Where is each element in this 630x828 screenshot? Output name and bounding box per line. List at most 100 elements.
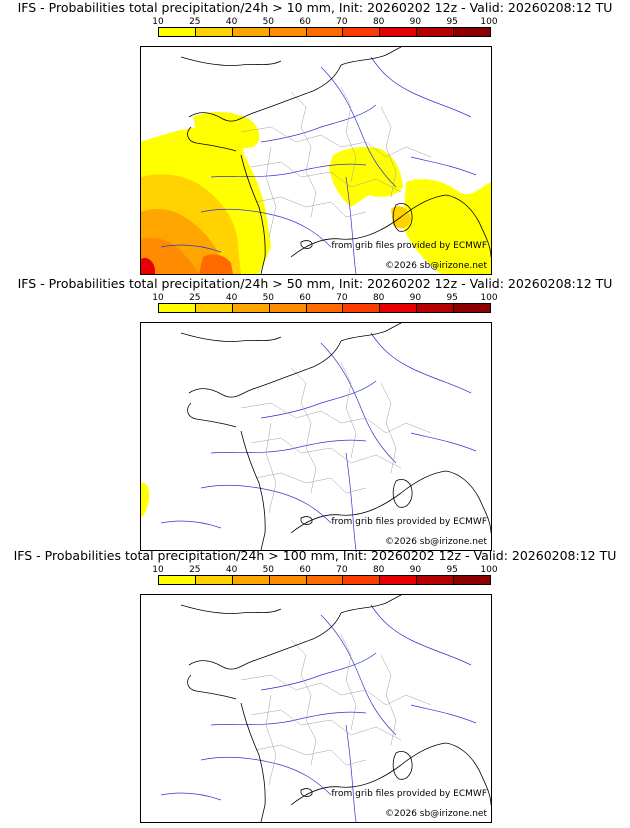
copyright-credit: ©2026 sb@irizone.net	[385, 809, 487, 819]
precip-area-massif	[329, 147, 403, 207]
river	[370, 332, 472, 394]
scale-label: 25	[189, 293, 201, 303]
scale-label: 70	[336, 293, 348, 303]
coast-brittany	[187, 126, 237, 152]
river	[345, 176, 357, 274]
precip-area-southwest-peak	[141, 258, 155, 274]
border-line	[255, 196, 367, 218]
scale-label: 10	[152, 565, 164, 575]
coast-corsica	[392, 751, 413, 780]
scale-label: 90	[409, 17, 422, 27]
color-scale-bar	[158, 575, 491, 585]
scale-label: 60	[299, 17, 311, 27]
map-canvas	[141, 47, 491, 274]
coastline	[180, 323, 491, 550]
scale-swatch	[269, 304, 307, 312]
scale-swatch	[306, 28, 344, 36]
border-line	[265, 422, 277, 514]
border-line	[340, 634, 357, 731]
scale-label: 10	[152, 17, 164, 27]
border-line	[340, 86, 357, 183]
scale-label: 60	[299, 565, 311, 575]
river	[320, 66, 397, 188]
coast-england	[180, 604, 282, 614]
coast-atlantic	[240, 154, 266, 274]
scale-swatch	[232, 576, 270, 584]
coast-italy	[445, 194, 491, 258]
scale-swatch	[232, 28, 270, 36]
scale-swatch	[454, 28, 491, 36]
coast-brittany	[187, 674, 237, 700]
river	[160, 244, 222, 253]
scale-swatch	[417, 304, 455, 312]
scale-label: 40	[225, 565, 238, 575]
rivers	[160, 56, 477, 274]
border-line	[265, 146, 277, 238]
scale-label: 95	[446, 17, 458, 27]
river	[210, 439, 367, 454]
scale-swatch	[343, 304, 381, 312]
scale-label: 80	[372, 293, 385, 303]
scale-label: 70	[336, 565, 348, 575]
color-scale-bar	[158, 303, 491, 313]
panel-title: IFS - Probabilities total precipitation/…	[13, 548, 617, 563]
coast-mediterranean	[290, 470, 447, 534]
map-france: from grib files provided by ECMWF ©2026 …	[140, 46, 492, 275]
coast-channel	[188, 612, 342, 670]
river	[160, 520, 222, 529]
border-line	[340, 362, 357, 459]
border-line	[250, 437, 402, 469]
coast-england	[180, 332, 282, 342]
map-france: from grib files provided by ECMWF ©2026 …	[140, 322, 492, 551]
scale-label: 90	[409, 565, 422, 575]
coast-corsica	[392, 479, 413, 508]
map-canvas	[160, 595, 491, 822]
source-credit: from grib files provided by ECMWF	[331, 789, 487, 799]
scale-label: 25	[189, 565, 201, 575]
source-credit: from grib files provided by ECMWF	[331, 241, 487, 251]
coastline	[180, 47, 491, 274]
copyright-credit: ©2026 sb@irizone.net	[385, 261, 487, 271]
scale-label: 50	[262, 17, 275, 27]
scale-swatch	[269, 576, 307, 584]
border-line	[290, 367, 317, 494]
border-line	[380, 654, 397, 746]
borders	[240, 86, 432, 238]
river	[410, 704, 477, 724]
coast-atlantic	[240, 702, 266, 822]
border-line	[250, 709, 402, 741]
river	[410, 432, 477, 452]
scale-swatch	[159, 576, 196, 584]
precip-area-pyrenees	[199, 254, 233, 274]
precip-probability-field	[141, 111, 491, 274]
scale-swatch	[195, 576, 233, 584]
river	[200, 484, 332, 524]
border-line	[380, 106, 397, 198]
scale-swatch	[269, 28, 307, 36]
scale-label: 95	[446, 565, 458, 575]
color-scale-labels: 10 25 40 50 60 70 80 90 95 100	[152, 17, 497, 27]
source-credit: from grib files provided by ECMWF	[331, 517, 487, 527]
scale-swatch	[306, 304, 344, 312]
precip-area-southeast	[403, 179, 491, 274]
precip-area-southwest-core	[141, 237, 199, 274]
border-line	[240, 126, 432, 158]
scale-label: 95	[446, 293, 458, 303]
scale-swatch	[380, 576, 418, 584]
scale-label: 40	[225, 293, 238, 303]
coast-corsica	[392, 203, 413, 232]
panel-50mm: IFS - Probabilities total precipitation/…	[0, 276, 630, 552]
scale-swatch	[159, 28, 196, 36]
scale-label: 100	[480, 565, 498, 575]
precip-area-channel	[193, 111, 260, 149]
precip-probability-field	[141, 482, 150, 517]
river	[210, 163, 367, 178]
scale-swatch	[232, 304, 270, 312]
river	[260, 104, 377, 143]
border-line	[255, 472, 367, 494]
coast-channel	[188, 340, 342, 398]
scale-swatch	[159, 304, 196, 312]
scale-swatch	[195, 28, 233, 36]
coast-mediterranean	[290, 742, 447, 806]
scale-label: 50	[262, 293, 275, 303]
